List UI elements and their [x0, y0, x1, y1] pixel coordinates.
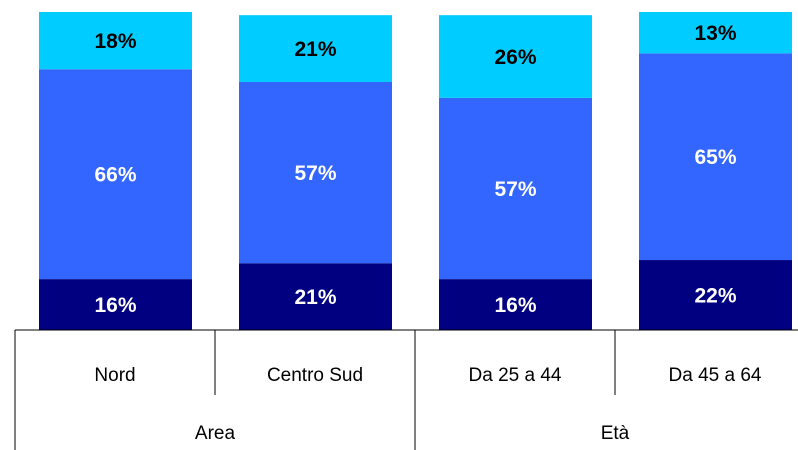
group-label: Area	[195, 423, 236, 444]
data-label: 16%	[494, 294, 536, 317]
bar-segment	[639, 53, 792, 261]
data-label: 21%	[294, 38, 336, 61]
bar-segment	[439, 15, 592, 98]
bar-segment	[439, 97, 592, 280]
data-label: 13%	[694, 22, 736, 45]
bar-segment	[639, 12, 792, 54]
bar-segment	[39, 279, 192, 330]
x-tick-label: Nord	[94, 365, 135, 386]
x-tick-label: Da 45 a 64	[669, 365, 762, 386]
data-label: 57%	[294, 162, 336, 185]
bar-segment	[239, 81, 392, 264]
group-label: Età	[601, 423, 630, 444]
bar-segment	[39, 69, 192, 280]
data-label: 26%	[494, 46, 536, 69]
data-label: 66%	[94, 164, 136, 187]
bar-segment	[639, 260, 792, 330]
bar-segment	[39, 12, 192, 70]
bar-segment	[439, 279, 592, 330]
data-label: 16%	[94, 294, 136, 317]
data-label: 21%	[294, 286, 336, 309]
x-tick-label: Da 25 a 44	[469, 365, 562, 386]
bar-segment	[239, 15, 392, 82]
data-label: 65%	[694, 146, 736, 169]
data-label: 22%	[694, 285, 736, 308]
data-label: 57%	[494, 178, 536, 201]
x-tick-label: Centro Sud	[267, 365, 363, 386]
data-label: 18%	[94, 30, 136, 53]
bar-segment	[239, 263, 392, 330]
